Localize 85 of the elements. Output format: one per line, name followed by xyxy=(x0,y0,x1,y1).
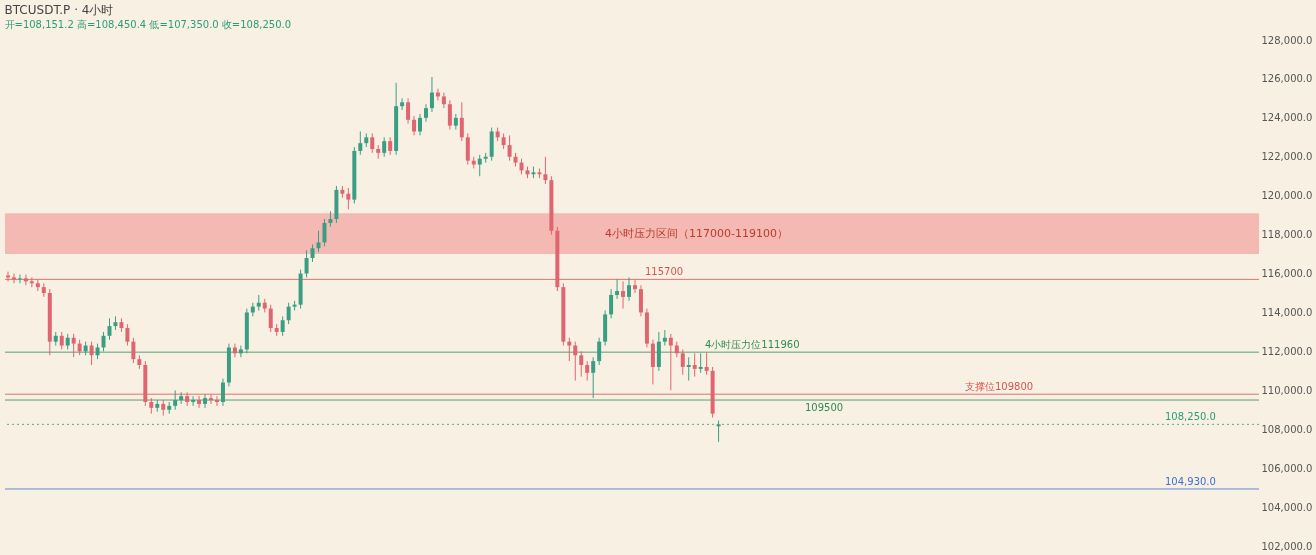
candlestick xyxy=(698,352,703,374)
candlestick xyxy=(316,230,321,253)
candlestick xyxy=(346,187,351,210)
candlestick xyxy=(322,218,327,247)
chart-subtitle: 开=108,151.2 高=108,450.4 低=107,350.0 收=108,250.0 xyxy=(4,19,292,30)
candlestick xyxy=(29,276,34,288)
y-tick-label: 110,000.0 xyxy=(1261,384,1313,396)
candlestick xyxy=(477,154,482,177)
candlestick xyxy=(304,249,309,278)
candlestick xyxy=(131,337,136,364)
candlestick xyxy=(23,274,28,286)
y-tick-label: 114,000.0 xyxy=(1261,306,1313,318)
candlestick xyxy=(668,333,673,391)
y-tick-label: 124,000.0 xyxy=(1261,112,1313,124)
y-tick-label: 108,000.0 xyxy=(1261,423,1313,435)
candlestick xyxy=(704,351,709,376)
candlestick xyxy=(191,395,196,407)
candlestick xyxy=(447,99,452,131)
y-tick-label: 112,000.0 xyxy=(1261,345,1313,357)
candlestick xyxy=(214,395,219,407)
candlestick xyxy=(621,280,626,310)
candlestick xyxy=(185,391,190,407)
candlestick xyxy=(370,132,375,154)
candlestick xyxy=(101,331,106,352)
candlestick xyxy=(627,276,632,302)
y-tick-label: 118,000.0 xyxy=(1261,229,1313,241)
y-tick-label: 102,000.0 xyxy=(1261,540,1313,552)
candlestick xyxy=(716,419,721,443)
candlestick xyxy=(17,274,22,284)
candlestick xyxy=(173,389,178,411)
candlestick xyxy=(597,337,602,366)
candlestick xyxy=(686,356,691,382)
candlestick xyxy=(412,115,417,136)
candlestick xyxy=(286,302,291,325)
candlestick xyxy=(543,156,548,185)
candlestick xyxy=(567,337,572,362)
candlestick xyxy=(465,132,470,166)
y-tick-label: 128,000.0 xyxy=(1261,34,1313,46)
candlestick xyxy=(692,352,697,378)
candlestick xyxy=(358,130,363,156)
candlestick xyxy=(573,341,578,382)
ref-line-label: 104,930.0 xyxy=(1165,475,1216,487)
band-label: 4小时压力区间（117000-119100） xyxy=(605,226,788,240)
candlestick xyxy=(89,341,94,366)
y-tick-label: 106,000.0 xyxy=(1261,462,1313,474)
ref-line-label: 支撑位109800 xyxy=(965,381,1034,393)
chart-title: BTCUSDT.P · 4小时 xyxy=(4,3,114,17)
y-tick-label: 122,000.0 xyxy=(1261,151,1313,163)
candlestick xyxy=(591,356,596,399)
candlestick xyxy=(406,97,411,125)
y-tick-label: 104,000.0 xyxy=(1261,501,1313,513)
candlestick xyxy=(197,395,202,409)
ref-line-label: 115700 xyxy=(645,266,684,278)
candlestick xyxy=(5,271,10,282)
candlestick xyxy=(11,273,16,284)
candlestick xyxy=(680,348,685,376)
candlestick xyxy=(382,136,387,158)
ref-line-label: 4小时压力位111960 xyxy=(705,339,800,351)
candlestick xyxy=(609,288,614,319)
y-tick-label: 120,000.0 xyxy=(1261,190,1313,202)
candlestick xyxy=(107,317,112,341)
ref-line-label: 109500 xyxy=(805,402,844,414)
candlestick xyxy=(638,284,643,317)
y-tick-label: 116,000.0 xyxy=(1261,268,1313,280)
candlestick xyxy=(203,393,208,409)
candlestick xyxy=(125,323,130,347)
candlestick xyxy=(400,97,405,111)
candlestick xyxy=(418,113,423,136)
candlestick xyxy=(507,134,512,162)
candlestick xyxy=(209,393,214,405)
candlestick xyxy=(579,350,584,378)
ref-line-label: 108,250.0 xyxy=(1165,411,1216,423)
candlestick xyxy=(650,339,655,385)
y-tick-label: 126,000.0 xyxy=(1261,73,1313,85)
candlestick xyxy=(268,304,273,333)
candlestick xyxy=(280,315,285,337)
candlestick xyxy=(71,333,76,358)
candlestick xyxy=(220,378,225,407)
candlestick xyxy=(615,278,620,300)
candlestick xyxy=(238,345,243,358)
candlestick xyxy=(585,360,590,382)
candlestick xyxy=(429,76,434,113)
candlestick xyxy=(459,101,464,142)
candlestick xyxy=(232,343,237,358)
candlestick xyxy=(632,278,637,294)
